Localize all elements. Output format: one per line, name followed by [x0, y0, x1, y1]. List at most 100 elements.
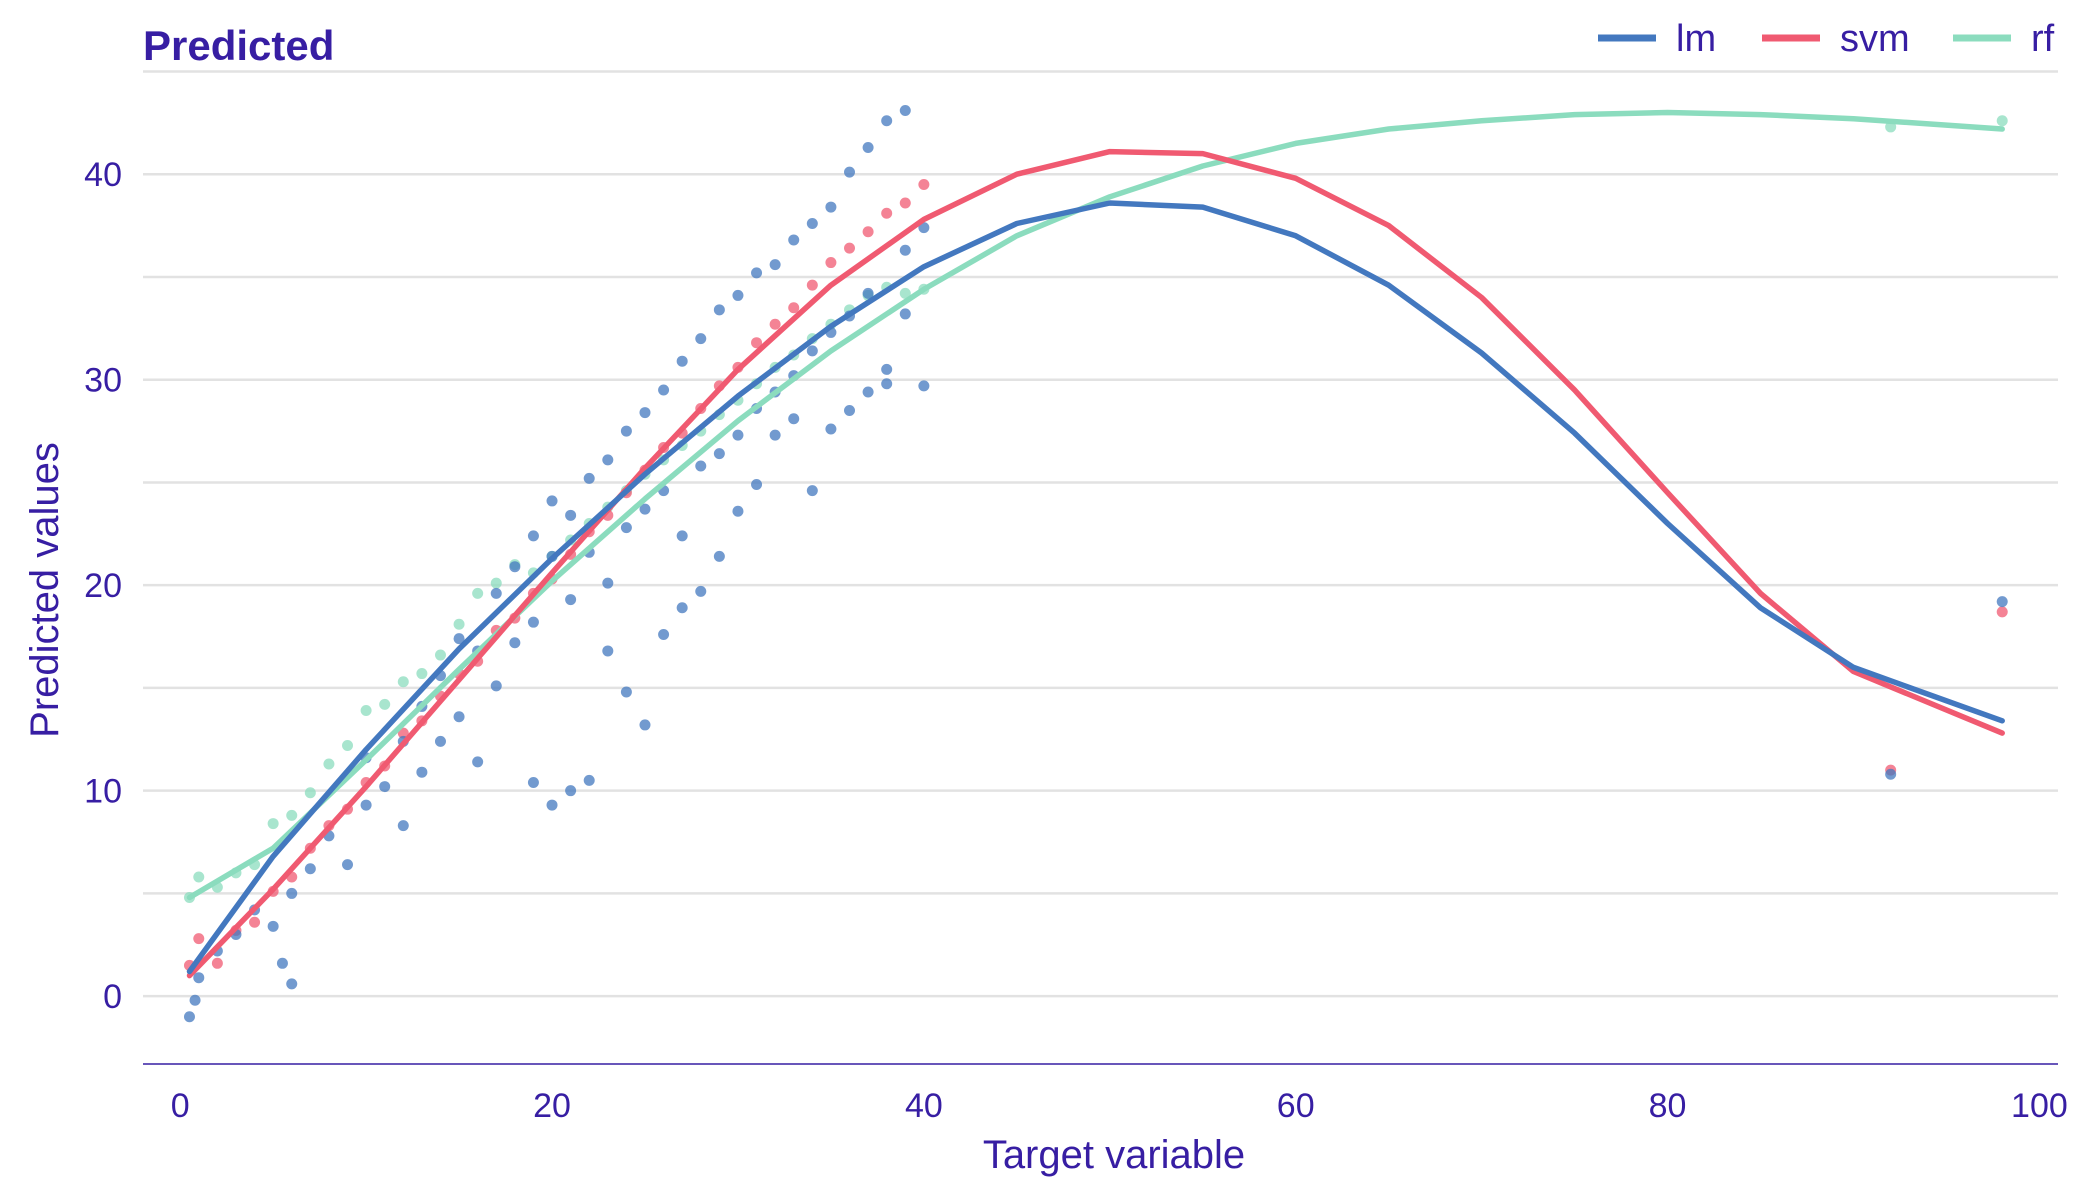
data-point-rf: [304, 787, 316, 799]
data-point-svm: [806, 279, 818, 291]
data-point-lm: [639, 407, 651, 419]
data-point-lm: [453, 633, 465, 645]
data-point-lm: [1885, 768, 1897, 780]
data-point-lm: [862, 141, 874, 153]
data-point-svm: [844, 242, 856, 254]
data-point-lm: [453, 711, 465, 723]
data-point-lm: [360, 799, 372, 811]
data-point-lm: [769, 259, 781, 271]
data-point-lm: [546, 495, 558, 507]
data-point-svm: [769, 318, 781, 330]
data-point-lm: [713, 550, 725, 562]
data-point-lm: [620, 522, 632, 534]
data-point-lm: [825, 423, 837, 435]
x-tick-label: 0: [171, 1087, 190, 1125]
data-point-svm: [249, 916, 261, 928]
data-point-lm: [862, 287, 874, 299]
data-point-rf: [342, 739, 354, 751]
data-point-lm: [899, 244, 911, 256]
data-point-lm: [732, 505, 744, 517]
data-point-lm: [695, 585, 707, 597]
data-point-rf: [360, 705, 372, 717]
data-point-lm: [639, 503, 651, 515]
data-point-svm: [881, 207, 893, 219]
legend-label-svm: svm: [1840, 18, 1910, 60]
legend: lm svm rf: [1598, 18, 2055, 60]
x-tick-label: 40: [905, 1087, 943, 1125]
y-tick-label: 40: [84, 156, 122, 194]
data-point-rf: [899, 287, 911, 299]
data-point-rf: [416, 668, 428, 680]
series-rf-points: [183, 115, 2008, 904]
data-point-rf: [323, 758, 335, 770]
data-point-lm: [844, 166, 856, 178]
data-point-lm: [267, 920, 279, 932]
y-tick-label: 20: [84, 567, 122, 605]
data-point-rf: [434, 649, 446, 661]
data-point-svm: [751, 337, 763, 349]
data-point-rf: [472, 587, 484, 599]
data-point-lm: [565, 785, 577, 797]
data-point-lm: [379, 781, 391, 793]
data-point-lm: [732, 289, 744, 301]
data-point-lm: [397, 820, 409, 832]
data-point-lm: [490, 680, 502, 692]
chart-title: Predicted: [143, 22, 334, 69]
data-point-lm: [825, 201, 837, 213]
data-point-rf: [1996, 115, 2008, 127]
data-point-rf: [379, 698, 391, 710]
data-point-lm: [602, 454, 614, 466]
data-point-lm: [189, 994, 201, 1006]
data-point-lm: [620, 425, 632, 437]
series-line-lm: [186, 200, 2005, 975]
x-axis-title: Target variable: [983, 1133, 1245, 1177]
data-point-lm: [695, 333, 707, 345]
data-point-lm: [565, 509, 577, 521]
data-point-lm: [918, 222, 930, 234]
y-tick-label: 10: [84, 773, 122, 811]
data-point-lm: [546, 799, 558, 811]
x-tick-label: 100: [2011, 1087, 2068, 1125]
data-point-lm: [286, 887, 298, 899]
data-point-svm: [825, 257, 837, 269]
data-point-lm: [183, 1011, 195, 1023]
data-point-lm: [862, 386, 874, 398]
data-point-lm: [565, 594, 577, 606]
data-point-svm: [899, 197, 911, 209]
data-point-lm: [899, 308, 911, 320]
data-point-lm: [806, 485, 818, 497]
data-point-lm: [899, 104, 911, 116]
data-point-lm: [676, 602, 688, 614]
data-point-lm: [918, 380, 930, 392]
data-point-lm: [751, 267, 763, 279]
data-point-lm: [806, 218, 818, 230]
data-point-lm: [676, 530, 688, 542]
data-point-lm: [490, 587, 502, 599]
x-tick-label: 60: [1277, 1087, 1315, 1125]
data-point-lm: [509, 561, 521, 573]
data-point-rf: [453, 618, 465, 630]
data-point-lm: [527, 776, 539, 788]
data-point-lm: [304, 863, 316, 875]
data-point-lm: [193, 972, 205, 984]
data-point-lm: [788, 234, 800, 246]
data-point-lm: [676, 355, 688, 367]
data-point-lm: [713, 304, 725, 316]
series-line-rf: [186, 109, 2005, 901]
data-point-lm: [434, 735, 446, 747]
data-point-lm: [1996, 596, 2008, 608]
data-point-lm: [881, 378, 893, 390]
data-point-rf: [267, 818, 279, 830]
data-point-lm: [732, 429, 744, 441]
legend-label-rf: rf: [2031, 18, 2055, 60]
data-point-lm: [620, 686, 632, 698]
data-point-lm: [639, 719, 651, 731]
data-point-lm: [713, 448, 725, 460]
tick-labels: 0 10 20 30 40 0 20 40 60 80 100: [84, 156, 2068, 1125]
y-tick-label: 30: [84, 362, 122, 400]
x-tick-label: 20: [533, 1087, 571, 1125]
series-svm-points: [183, 178, 2008, 971]
data-point-lm: [527, 616, 539, 628]
data-point-rf: [397, 676, 409, 688]
